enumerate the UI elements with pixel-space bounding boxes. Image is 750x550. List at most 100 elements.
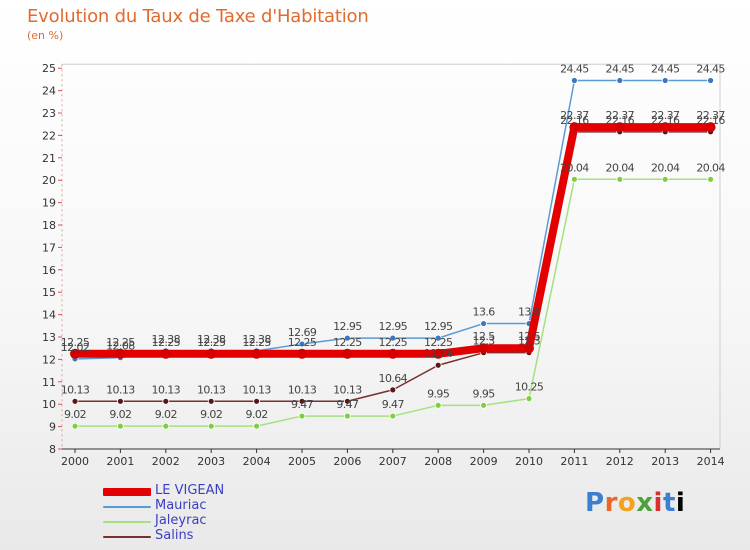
data-label-le-vigean: 12.25 (106, 336, 135, 349)
data-label-salins: 10.13 (242, 383, 271, 396)
x-tick-label: 2007 (379, 455, 407, 468)
y-tick-label: 12 (42, 353, 56, 366)
data-label-mauriac: 24.45 (606, 63, 635, 76)
y-tick-label: 17 (42, 241, 56, 254)
data-point-jaleyrac (616, 175, 624, 183)
data-label-salins: 22.16 (606, 114, 635, 127)
data-point-mauriac (616, 77, 624, 84)
data-label-salins: 11.74 (424, 347, 453, 360)
data-label-le-vigean: 12.25 (61, 336, 90, 349)
data-point-le-vigean (478, 343, 489, 354)
data-point-le-vigean (569, 122, 580, 133)
data-label-jaleyrac: 9.47 (382, 398, 405, 411)
legend-label-mauriac: Mauriac (155, 498, 207, 513)
data-point-salins (117, 397, 124, 405)
legend-swatch-jaleyrac (103, 521, 151, 523)
data-point-salins (253, 397, 261, 405)
x-tick-label: 2011 (560, 455, 588, 468)
data-label-le-vigean: 22.37 (651, 109, 680, 122)
data-label-salins: 10.13 (197, 383, 226, 396)
data-label-salins: 22.16 (696, 114, 725, 127)
y-tick-label: 18 (42, 219, 56, 232)
data-label-jaleyrac: 20.04 (696, 161, 725, 174)
data-point-le-vigean (251, 348, 262, 359)
data-label-jaleyrac: 9.47 (291, 398, 314, 411)
y-tick-label: 9 (49, 421, 56, 434)
data-label-jaleyrac: 9.47 (336, 398, 359, 411)
data-point-le-vigean (705, 122, 716, 133)
data-point-salins (343, 397, 351, 405)
data-label-salins: 12.3 (518, 335, 541, 348)
data-label-jaleyrac: 9.02 (200, 408, 222, 421)
data-label-mauriac: 24.45 (560, 63, 589, 76)
y-tick-label: 22 (42, 129, 56, 142)
data-label-mauriac: 12.95 (424, 320, 453, 333)
data-point-jaleyrac (389, 412, 397, 420)
data-point-le-vigean (660, 122, 671, 133)
data-point-jaleyrac (661, 175, 669, 183)
x-tick-label: 2013 (651, 455, 679, 468)
data-point-salins (389, 386, 397, 394)
x-tick-label: 2009 (470, 455, 498, 468)
data-point-le-vigean (206, 348, 217, 359)
data-label-salins: 10.13 (106, 383, 135, 396)
data-label-jaleyrac: 20.04 (560, 161, 589, 174)
data-point-mauriac (480, 320, 488, 327)
y-tick-label: 13 (42, 331, 56, 344)
data-label-mauriac: 24.45 (651, 63, 680, 76)
data-label-salins: 10.13 (152, 383, 181, 396)
data-label-le-vigean: 12.5 (518, 330, 541, 343)
data-label-jaleyrac: 9.02 (155, 408, 177, 421)
data-label-mauriac: 13.6 (518, 306, 541, 319)
x-tick-label: 2001 (106, 455, 134, 468)
data-point-jaleyrac (434, 401, 442, 409)
data-point-jaleyrac (480, 401, 488, 409)
y-tick-label: 11 (42, 376, 56, 389)
data-point-salins (434, 361, 442, 369)
data-label-le-vigean: 22.37 (560, 109, 589, 122)
data-label-mauriac: 13.6 (473, 306, 496, 319)
x-tick-label: 2005 (288, 455, 316, 468)
data-point-le-vigean (160, 348, 171, 359)
data-label-le-vigean: 12.25 (197, 336, 226, 349)
data-label-salins: 10.13 (288, 383, 317, 396)
data-label-mauriac: 12.08 (106, 340, 135, 353)
data-point-mauriac (298, 340, 306, 348)
data-point-mauriac (661, 77, 669, 84)
data-point-le-vigean (387, 348, 398, 359)
data-point-salins (207, 397, 215, 405)
data-point-jaleyrac (71, 422, 79, 430)
x-tick-label: 2002 (152, 455, 180, 468)
data-point-le-vigean (115, 348, 126, 359)
data-point-le-vigean (614, 122, 625, 133)
data-label-mauriac: 12.02 (61, 341, 90, 354)
data-label-mauriac: 12.38 (242, 333, 271, 346)
data-label-mauriac: 12.95 (379, 320, 408, 333)
data-point-salins (298, 397, 306, 405)
data-point-jaleyrac (253, 422, 261, 430)
legend-label-jaleyrac: Jaleyrac (155, 513, 207, 528)
data-label-mauriac: 12.95 (333, 320, 362, 333)
y-tick-label: 16 (42, 264, 56, 277)
data-point-mauriac (434, 334, 442, 342)
legend-swatch-salins (103, 536, 151, 538)
data-label-jaleyrac: 9.02 (246, 408, 268, 421)
logo-letter: r (604, 488, 618, 518)
x-tick-label: 2006 (333, 455, 361, 468)
data-point-le-vigean (70, 348, 80, 359)
data-label-le-vigean: 12.25 (333, 336, 362, 349)
y-tick-label: 19 (42, 197, 56, 210)
x-tick-label: 2010 (515, 455, 543, 468)
legend-label-le-vigean: LE VIGEAN (155, 483, 225, 498)
y-tick-label: 14 (42, 309, 56, 322)
logo-letter: i (675, 488, 686, 518)
data-point-salins (162, 397, 170, 405)
x-tick-label: 2004 (243, 455, 271, 468)
data-label-jaleyrac: 20.04 (606, 161, 635, 174)
y-tick-label: 8 (49, 443, 56, 456)
legend-swatch-le-vigean (103, 488, 151, 496)
data-label-jaleyrac: 10.25 (515, 381, 544, 394)
data-point-jaleyrac (707, 175, 714, 183)
x-tick-label: 2008 (424, 455, 452, 468)
legend-label-salins: Salins (155, 528, 194, 543)
